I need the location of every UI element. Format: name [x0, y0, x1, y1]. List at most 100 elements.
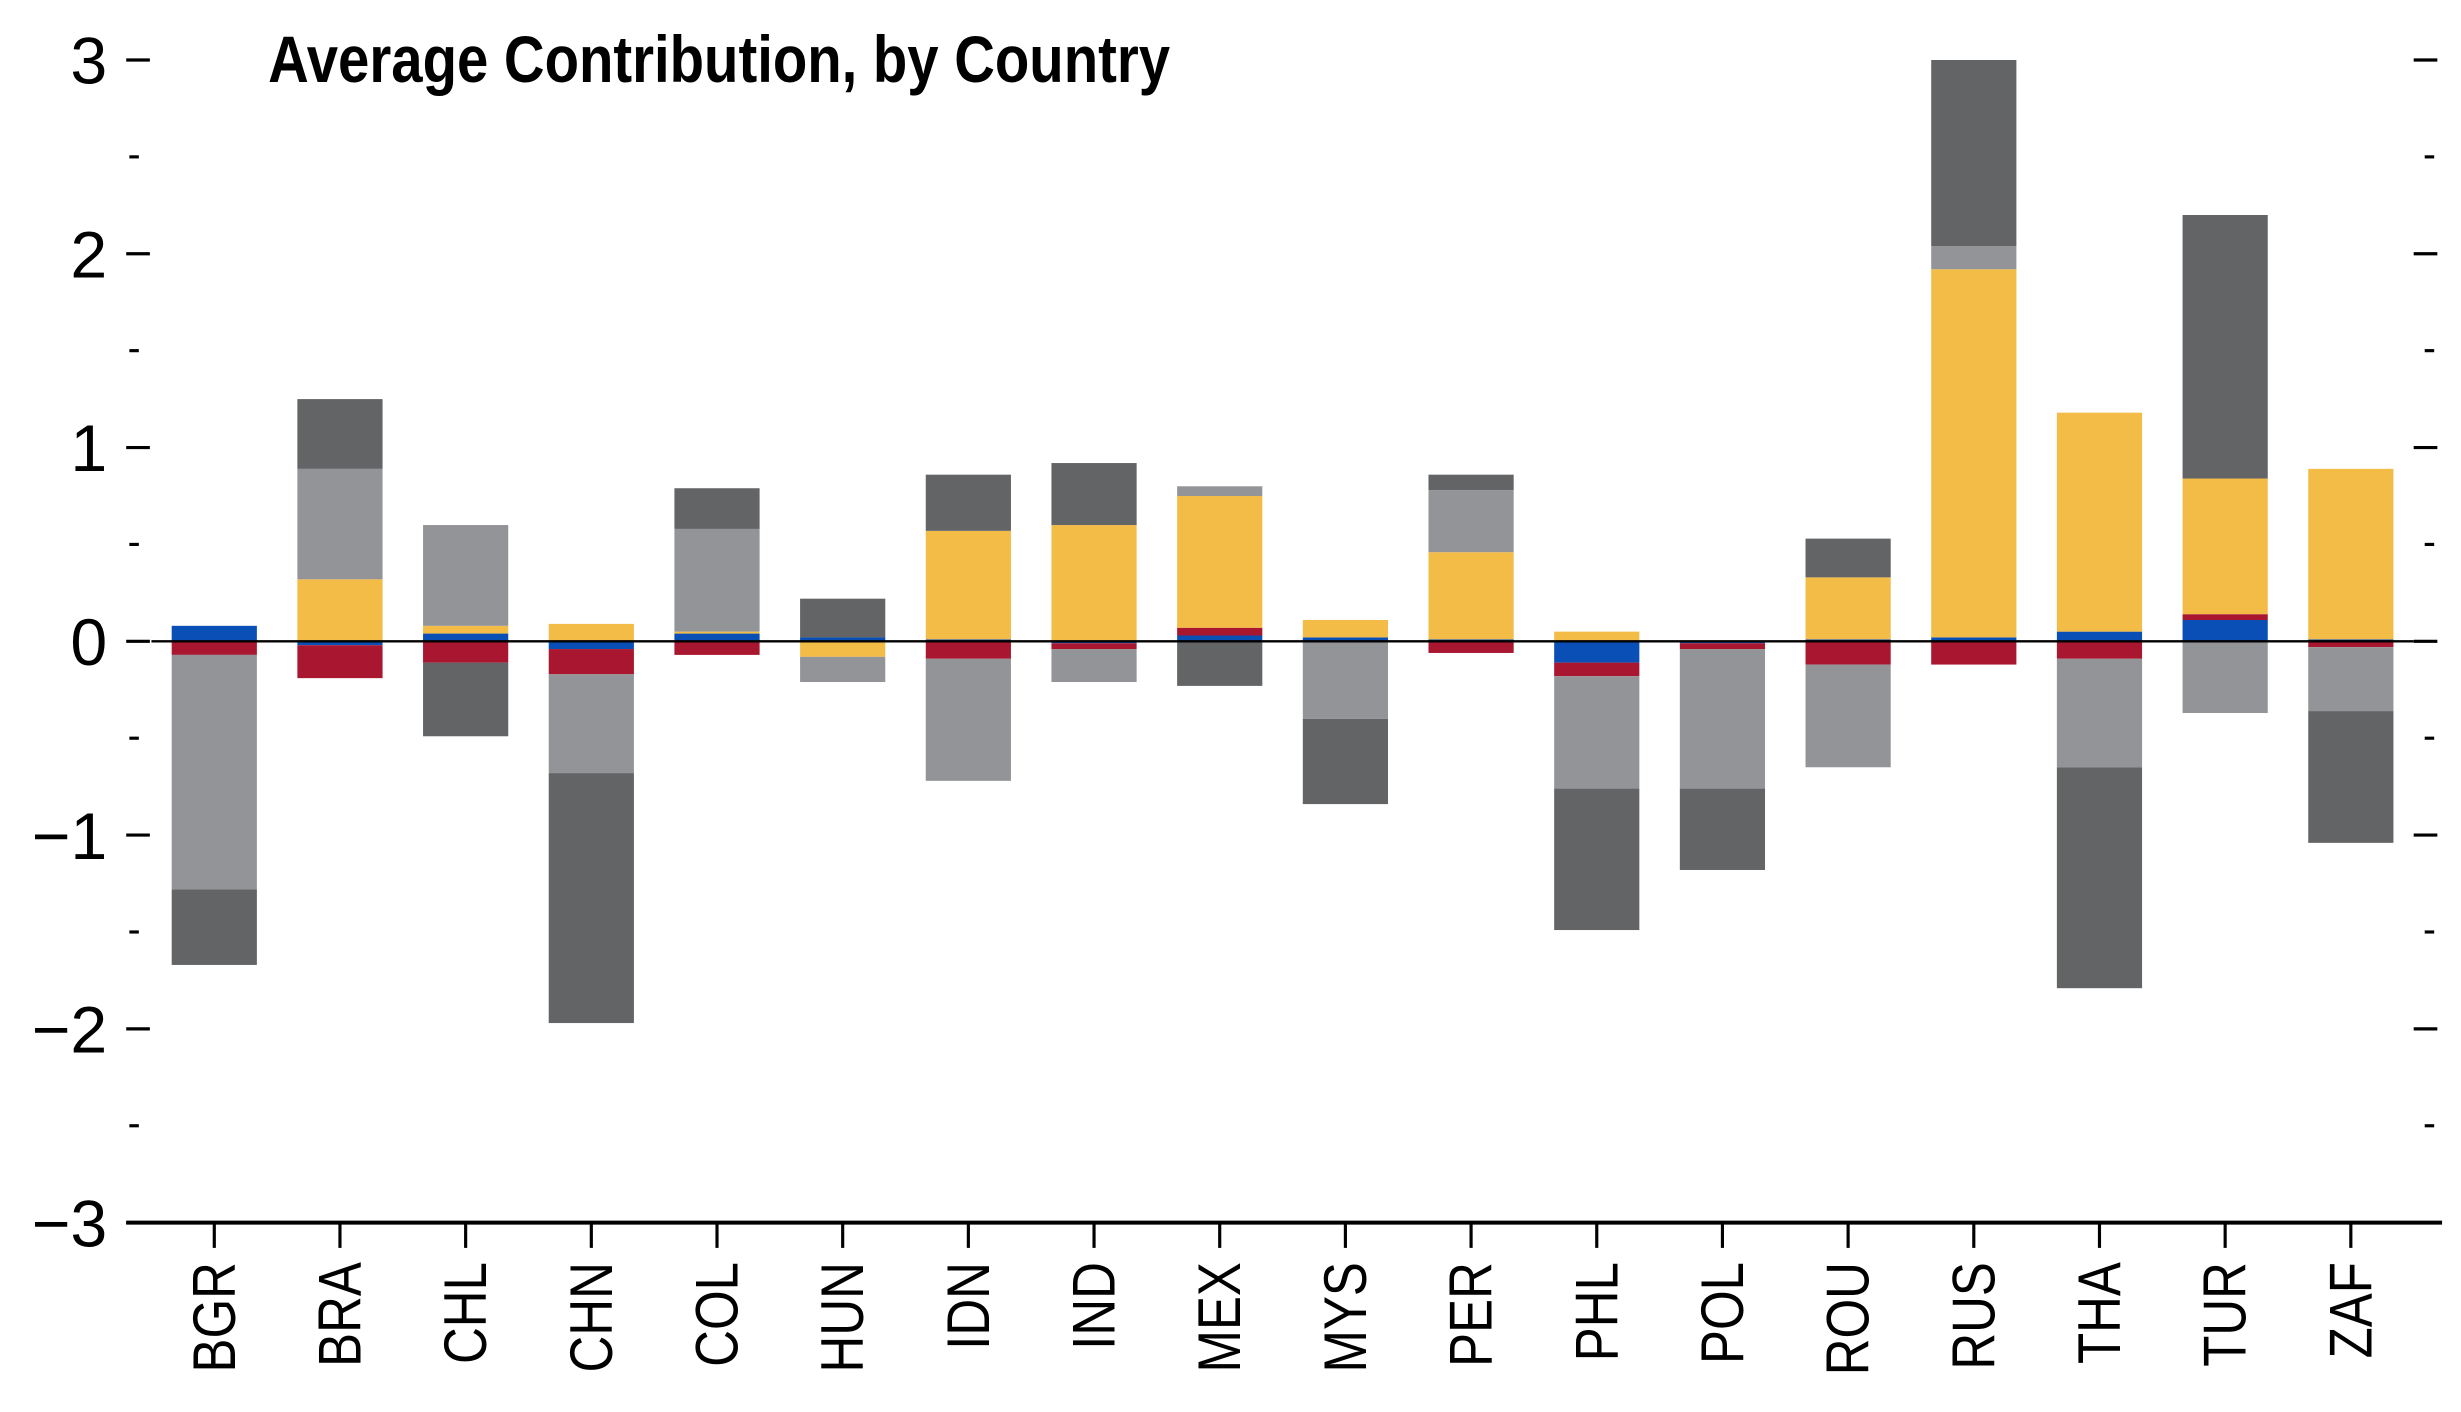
- bar-segment: [2056, 631, 2143, 642]
- bar-segment: [1931, 246, 2017, 270]
- bar-segment: [171, 889, 257, 965]
- bar-segment: [548, 674, 634, 774]
- bar-segment: [2056, 641, 2143, 659]
- x-tick-label: CHL: [432, 1262, 499, 1364]
- x-tick-label: POL: [1689, 1262, 1756, 1364]
- x-tick-label: PER: [1438, 1262, 1505, 1367]
- y-tick-label: 3: [70, 25, 107, 99]
- bar-segment: [1428, 490, 1514, 553]
- bar-segment: [1931, 59, 2017, 247]
- bar-segment: [297, 641, 383, 646]
- x-tick-label: ROU: [1815, 1262, 1882, 1375]
- bar-segment: [171, 641, 257, 655]
- bar-segment: [423, 633, 509, 642]
- bar-segment: [1805, 538, 1891, 578]
- bar-segment: [1177, 627, 1263, 636]
- bar-segment: [2056, 658, 2143, 768]
- bar-segment: [297, 579, 383, 642]
- y-tick-label: −3: [32, 1187, 108, 1261]
- bar-segment: [925, 641, 1011, 659]
- bar-segment: [2182, 614, 2268, 621]
- bar-segment: [1554, 676, 1640, 789]
- bar-segment: [2056, 412, 2143, 632]
- bar-segment: [423, 525, 509, 626]
- bar-segment: [674, 633, 760, 642]
- bar-segment: [925, 530, 1011, 640]
- bar-segment: [423, 641, 509, 663]
- bar-segment: [1428, 552, 1514, 640]
- x-tick-label: PHL: [1563, 1262, 1630, 1361]
- bar-segment: [1805, 664, 1891, 768]
- bar-segment: [1931, 637, 2017, 642]
- bar-segment: [925, 474, 1011, 531]
- bar-segment: [800, 637, 886, 642]
- bar-segment: [548, 773, 634, 1024]
- bar-segment: [1302, 718, 1388, 805]
- bar-segment: [423, 662, 509, 737]
- x-tick-label: HUN: [809, 1262, 876, 1372]
- bar-segment: [2182, 620, 2268, 642]
- x-tick-label: CHN: [558, 1262, 625, 1372]
- bar-segment: [548, 623, 634, 642]
- x-tick-label: MEX: [1186, 1262, 1253, 1372]
- bar-segment: [1051, 643, 1137, 650]
- bar-segment: [1177, 635, 1263, 642]
- y-tick-label: −1: [32, 800, 108, 874]
- bar-segment: [1051, 463, 1137, 526]
- x-tick-label: IDN: [935, 1262, 1002, 1350]
- bar-segment: [171, 625, 257, 642]
- bar-segment: [1679, 649, 1766, 789]
- x-tick-label: RUS: [1940, 1262, 2007, 1370]
- bar-segment: [1554, 788, 1640, 931]
- bar-segment: [674, 641, 760, 655]
- bar-segment: [548, 649, 634, 675]
- x-tick-label: IND: [1061, 1262, 1128, 1350]
- bar-segment: [1679, 643, 1766, 650]
- bar-segment: [1177, 495, 1263, 628]
- bar-segment: [1931, 641, 2017, 665]
- bar-segment: [1051, 649, 1137, 683]
- y-tick-label: −2: [32, 994, 108, 1068]
- bar-segment: [674, 488, 760, 529]
- bar-segment: [1554, 631, 1640, 642]
- y-tick-label: 2: [70, 218, 107, 292]
- bar-segment: [1302, 620, 1388, 638]
- bar-segment: [1805, 641, 1891, 665]
- bar-segment: [2308, 711, 2394, 843]
- bar-segment: [2308, 641, 2394, 648]
- bar-segment: [1931, 269, 2017, 638]
- bar-segment: [1428, 474, 1514, 491]
- bar-segment: [297, 468, 383, 580]
- bar-segment: [1302, 637, 1388, 642]
- bar-segment: [1679, 788, 1766, 870]
- bar-segment: [1177, 641, 1263, 686]
- bar-segment: [800, 656, 886, 683]
- bar-segment: [2182, 215, 2268, 479]
- chart-title: Average Contribution, by Country: [268, 23, 1170, 97]
- bar-segment: [1805, 577, 1891, 640]
- bar-segment: [171, 654, 257, 890]
- x-tick-label: BGR: [181, 1262, 248, 1372]
- bar-segment: [800, 641, 886, 657]
- bar-segment: [1302, 641, 1388, 719]
- bar-segment: [1051, 525, 1137, 642]
- bar-segment: [2182, 641, 2268, 714]
- bar-segment: [297, 645, 383, 679]
- y-tick-label: 1: [70, 412, 107, 486]
- bar-segment: [548, 641, 634, 650]
- bar-segment: [1554, 641, 1640, 663]
- bar-segment: [1177, 486, 1263, 496]
- bar-segment: [800, 598, 886, 638]
- bar-segment: [2308, 647, 2394, 712]
- x-tick-label: ZAF: [2317, 1262, 2384, 1358]
- bar-segment: [1554, 662, 1640, 677]
- x-tick-label: BRA: [307, 1262, 374, 1367]
- bar-segment: [1428, 641, 1514, 653]
- x-tick-label: THA: [2066, 1262, 2133, 1364]
- x-tick-label: MYS: [1312, 1262, 1379, 1372]
- bar-segment: [925, 658, 1011, 781]
- bar-segment: [2182, 478, 2268, 615]
- bar-segment: [2308, 468, 2394, 640]
- bar-segment: [297, 399, 383, 469]
